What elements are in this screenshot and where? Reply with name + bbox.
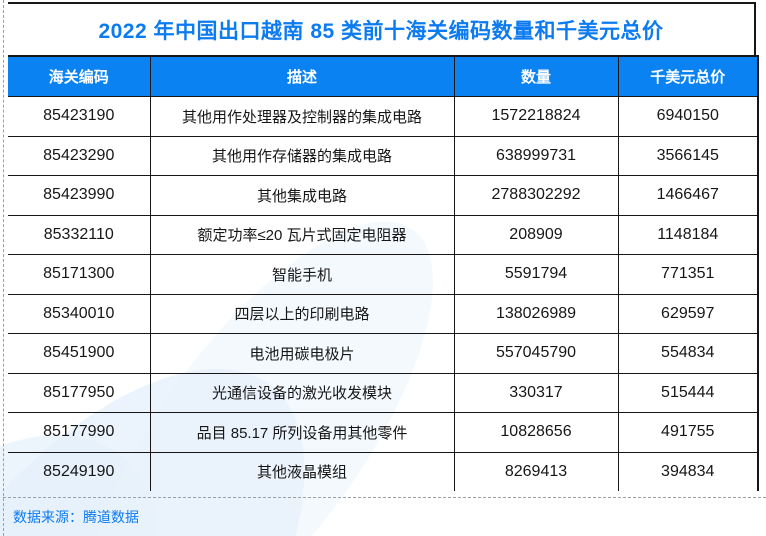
- table-row: 85423190 其他用作处理器及控制器的集成电路 1572218824 694…: [8, 96, 759, 137]
- cell-code: 85249190: [8, 451, 151, 491]
- table-row: 85171300 智能手机 5591794 771351: [8, 254, 759, 295]
- cell-total: 515444: [617, 372, 759, 413]
- table-row: 85177950 光通信设备的激光收发模块 330317 515444: [8, 372, 759, 413]
- table-header-row: 海关编码 描述 数量 千美元总价: [8, 55, 759, 97]
- cell-code: 85340010: [8, 293, 151, 334]
- cell-code: 85423990: [8, 175, 151, 216]
- table-row: 85249190 其他液晶模组 8269413 394834: [8, 451, 759, 491]
- cell-quantity: 638999731: [453, 135, 619, 176]
- header-hs-code: 海关编码: [8, 55, 151, 97]
- cell-code: 85177950: [8, 372, 151, 413]
- cell-total: 1466467: [617, 175, 759, 216]
- cell-code: 85177990: [8, 412, 151, 453]
- cell-quantity: 8269413: [453, 451, 619, 491]
- cell-description: 其他用作存储器的集成电路: [149, 135, 455, 176]
- cell-code: 85332110: [8, 214, 151, 255]
- cell-code: 85423190: [8, 96, 151, 137]
- table-row: 85340010 四层以上的印刷电路 138026989 629597: [8, 293, 759, 334]
- cell-quantity: 5591794: [453, 254, 619, 295]
- data-source-note: 数据来源：腾道数据: [13, 509, 139, 525]
- cell-description: 光通信设备的激光收发模块: [149, 372, 455, 413]
- cell-quantity: 10828656: [453, 412, 619, 453]
- cell-description: 智能手机: [149, 254, 455, 295]
- cell-total: 394834: [617, 451, 759, 491]
- cell-total: 3566145: [617, 135, 759, 176]
- cell-description: 品目 85.17 所列设备用其他零件: [149, 412, 455, 453]
- header-quantity: 数量: [453, 55, 619, 97]
- cell-quantity: 2788302292: [453, 175, 619, 216]
- cell-total: 6940150: [617, 96, 759, 137]
- customs-data-table: 海关编码 描述 数量 千美元总价 85423190 其他用作处理器及控制器的集成…: [8, 55, 759, 491]
- table-row: 85177990 品目 85.17 所列设备用其他零件 10828656 491…: [8, 412, 759, 453]
- header-description: 描述: [149, 55, 455, 97]
- cell-description: 其他集成电路: [149, 175, 455, 216]
- cell-quantity: 138026989: [453, 293, 619, 334]
- page-title: 2022 年中国出口越南 85 类前十海关编码数量和千美元总价: [98, 19, 664, 43]
- cell-total: 629597: [617, 293, 759, 334]
- page-break-dashed-line-bottom: [3, 497, 766, 498]
- cell-total: 1148184: [617, 214, 759, 255]
- table-row: 85332110 额定功率≤20 瓦片式固定电阻器 208909 1148184: [8, 214, 759, 255]
- cell-code: 85171300: [8, 254, 151, 295]
- title-box: 2022 年中国出口越南 85 类前十海关编码数量和千美元总价: [8, 2, 756, 55]
- cell-description: 其他液晶模组: [149, 451, 455, 491]
- page-break-dashed-line-left: [3, 0, 4, 536]
- cell-code: 85423290: [8, 135, 151, 176]
- header-total-value: 千美元总价: [617, 55, 759, 97]
- cell-code: 85451900: [8, 333, 151, 374]
- cell-quantity: 330317: [453, 372, 619, 413]
- table-row: 85451900 电池用碳电极片 557045790 554834: [8, 333, 759, 374]
- cell-total: 771351: [617, 254, 759, 295]
- cell-description: 电池用碳电极片: [149, 333, 455, 374]
- table-row: 85423990 其他集成电路 2788302292 1466467: [8, 175, 759, 216]
- cell-description: 四层以上的印刷电路: [149, 293, 455, 334]
- table-row: 85423290 其他用作存储器的集成电路 638999731 3566145: [8, 135, 759, 176]
- cell-description: 其他用作处理器及控制器的集成电路: [149, 96, 455, 137]
- cell-description: 额定功率≤20 瓦片式固定电阻器: [149, 214, 455, 255]
- cell-quantity: 1572218824: [453, 96, 619, 137]
- cell-quantity: 557045790: [453, 333, 619, 374]
- cell-total: 491755: [617, 412, 759, 453]
- cell-quantity: 208909: [453, 214, 619, 255]
- cell-total: 554834: [617, 333, 759, 374]
